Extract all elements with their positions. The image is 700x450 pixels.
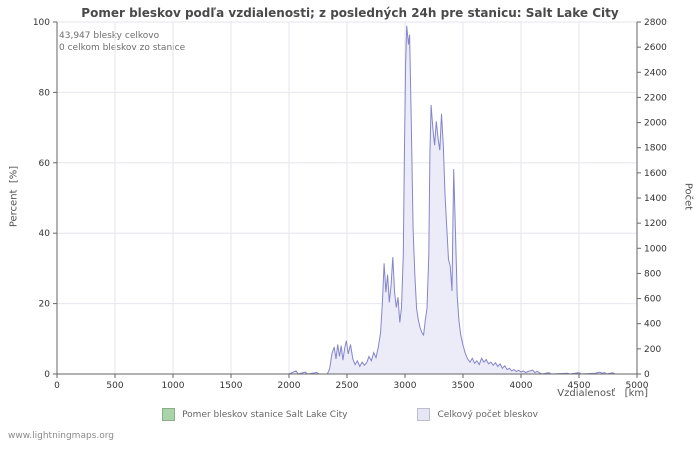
y-axis-label-right: Počet [682,182,694,211]
legend-swatch-station-ratio [162,408,176,421]
tick-label-right: 400 [644,320,661,330]
tick-label-right: 2600 [644,43,667,53]
tick-label-right: 200 [644,345,661,355]
tick-label-left: 20 [39,300,51,310]
tick-label-left: 80 [39,88,51,98]
tick-label-x: 2500 [336,381,359,391]
tick-label-x: 1000 [162,381,185,391]
legend-swatch-total-count [417,408,431,421]
tick-label-x: 4000 [510,381,533,391]
tick-label-x: 3000 [394,381,417,391]
tick-label-left: 60 [39,159,51,169]
tick-label-left: 0 [44,370,50,380]
tick-label-right: 1000 [644,244,667,254]
tick-label-x: 0 [54,381,60,391]
tick-label-x: 500 [106,381,123,391]
tick-label-x: 1500 [220,381,243,391]
legend-item-total-count: Celkový počet bleskov [417,408,538,421]
legend-label-total-count: Celkový počet bleskov [437,409,538,420]
annotation-total-strikes: 43,947 blesky celkovo [59,31,160,41]
legend-label-station-ratio: Pomer bleskov stanice Salt Lake City [182,409,348,420]
tick-label-right: 0 [644,370,650,380]
tick-label-right: 2000 [644,119,667,129]
tick-label-x: 5000 [626,381,649,391]
tick-label-right: 800 [644,269,661,279]
chart-canvas: 0 500 1000 1500 2000 2500 3000 3500 4000 4500 5000… [33,18,667,391]
tick-label-right: 1600 [644,169,667,179]
footer-link[interactable]: www.lightningmaps.org [8,431,114,441]
annotation-station-strikes: 0 celkom bleskov zo stanice [59,43,186,53]
tick-label-x: 4500 [568,381,591,391]
tick-label-x: 2000 [278,381,301,391]
tick-label-right: 2400 [644,68,667,78]
tick-label-right: 2800 [644,18,667,28]
tick-label-left: 100 [33,18,50,28]
x-axis-label: Vzdialenosť [km] [557,388,648,399]
tick-label-right: 600 [644,295,661,305]
chart-title: Pomer bleskov podľa vzdialenosti; z posl… [81,6,619,20]
chart-annotations: 43,947 blesky celkovo 0 celkom bleskov z… [59,30,185,54]
tick-label-left: 40 [39,229,51,239]
tick-label-right: 2200 [644,93,667,103]
legend-item-station-ratio: Pomer bleskov stanice Salt Lake City [162,408,347,421]
series-area-1 [57,25,637,375]
tick-label-right: 1400 [644,194,667,204]
tick-label-right: 1800 [644,144,667,154]
tick-label-right: 1200 [644,219,667,229]
tick-label-x: 3500 [452,381,475,391]
legend: Pomer bleskov stanice Salt Lake City Cel… [0,408,700,421]
y-axis-label-left: Percent [%] [8,165,20,228]
